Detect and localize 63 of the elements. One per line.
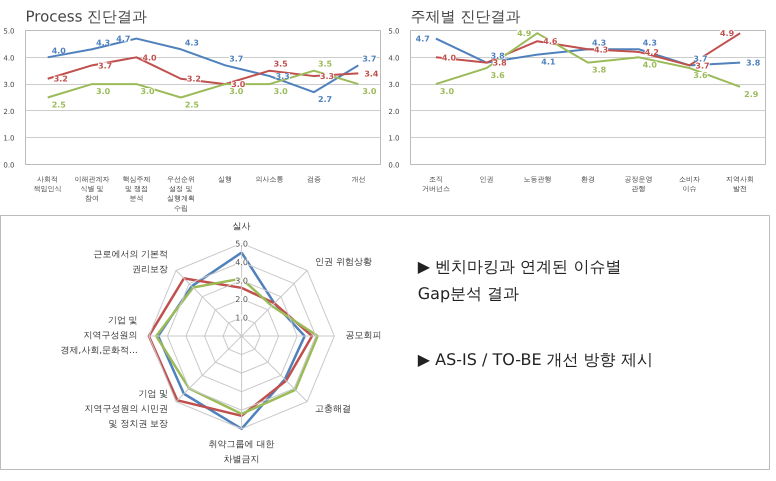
data-label: 4.0 [442,53,456,62]
spoke-label: 기업 및 지역구성원의 시민권 및 정치권 보장 [84,389,168,430]
data-label: 4.3 [642,38,657,48]
data-label: 4.3 [184,38,199,48]
data-label: 4.9 [517,29,532,38]
data-label: 2.7 [318,95,332,104]
data-label: 3.7 [98,61,112,70]
y-tick-label: 1.0 [235,314,248,322]
text: ▶ 벤치마킹과 연계된 이슈별 Gap분석 결과 [418,257,622,303]
data-label: 2.9 [744,90,759,99]
y-tick-label: 2.0 [235,294,248,304]
data-label: 3.0 [274,87,288,96]
data-label: 3.0 [440,87,454,96]
line-series [434,32,742,88]
data-label: 4.2 [644,48,659,57]
data-label: 3.8 [490,52,506,61]
data-label: 3.8 [746,58,761,68]
data-label: 4.3 [96,38,110,48]
data-label: 3.0 [96,87,111,96]
data-label: 3.3 [276,72,290,82]
data-label: 4.0 [142,53,158,62]
spoke-label: 고충해결 [315,404,352,414]
data-label: 3.6 [490,71,506,80]
spoke-label: 취약그룹에 대한 차별금지 [208,440,275,465]
data-label: 3.7 [693,54,708,64]
spoke-label: 인권 위험상황 [315,258,372,268]
text: ▶ AS-IS / TO-BE 개선 방향 제시 [418,350,653,369]
data-label: 4.6 [543,37,558,46]
spoke-label: 근로에서의 기본적 권리보장 [93,250,168,276]
data-label: 3.4 [364,69,379,78]
data-label: 4.7 [416,34,430,44]
chart-title: 주제별 진단결과 [410,8,520,26]
line-series [46,38,360,94]
spoke-label: 실사 [232,222,251,232]
data-label: 4.7 [116,34,130,44]
y-tick-label: 5.0 [235,239,248,248]
data-label: 4.0 [52,46,66,56]
data-label: 3.3 [320,72,334,82]
data-label: 4.1 [541,58,556,67]
data-label: 2.5 [52,100,66,110]
data-label: 3.7 [362,54,376,64]
data-label: 3.7 [695,61,710,70]
data-label: 4.3 [594,45,608,54]
spoke-label: 기업 및 지역구성원의 경제,사회,문화적... [60,316,138,356]
chart-title: Process 진단결과 [26,8,148,26]
y-tick-label: 3.0 [235,276,248,286]
data-label: 3.8 [492,58,508,68]
data-label: 3.5 [318,60,333,69]
data-label: 3.2 [186,74,201,84]
data-label: 3.0 [362,87,377,96]
data-label: 3.8 [592,66,607,75]
spoke-label: 공모회피 [345,331,382,342]
y-tick-label: 4.0 [235,258,248,267]
data-label: 3.0 [140,87,156,96]
data-label: 4.0 [642,60,658,70]
line-series [46,56,360,86]
data-label: 3.7 [229,54,244,64]
data-label: 4.9 [720,29,735,38]
data-label: 3.6 [693,71,708,80]
data-label: 2.5 [184,100,200,110]
data-label: 4.3 [592,38,606,48]
data-label: 3.2 [54,74,68,84]
data-label: 3.5 [274,60,288,69]
